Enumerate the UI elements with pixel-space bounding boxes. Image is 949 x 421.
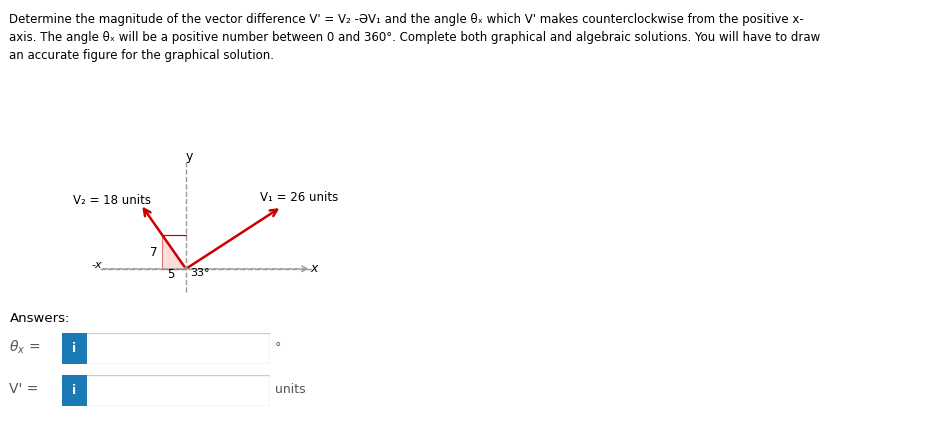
Bar [62,333,86,364]
Text: Determine the magnitude of the vector difference V' = V₂ -ƏV₁ and the angle θₓ w: Determine the magnitude of the vector di… [9,13,821,61]
Text: -x: -x [91,261,102,270]
Text: y: y [186,150,193,163]
Text: $\theta_x$ =: $\theta_x$ = [9,338,41,356]
Text: 5: 5 [167,268,175,281]
Text: °: ° [275,341,282,354]
Text: x: x [310,262,318,275]
Text: V₁ = 26 units: V₁ = 26 units [260,191,338,204]
Text: i: i [72,342,76,355]
Text: units: units [275,383,306,396]
Bar [62,375,86,406]
Text: V' =: V' = [9,382,39,397]
Text: 7: 7 [150,245,157,258]
Text: V₂ = 18 units: V₂ = 18 units [73,195,151,207]
Text: Answers:: Answers: [9,312,70,325]
Text: i: i [72,384,76,397]
Polygon shape [162,235,186,269]
Text: 33°: 33° [190,269,210,278]
